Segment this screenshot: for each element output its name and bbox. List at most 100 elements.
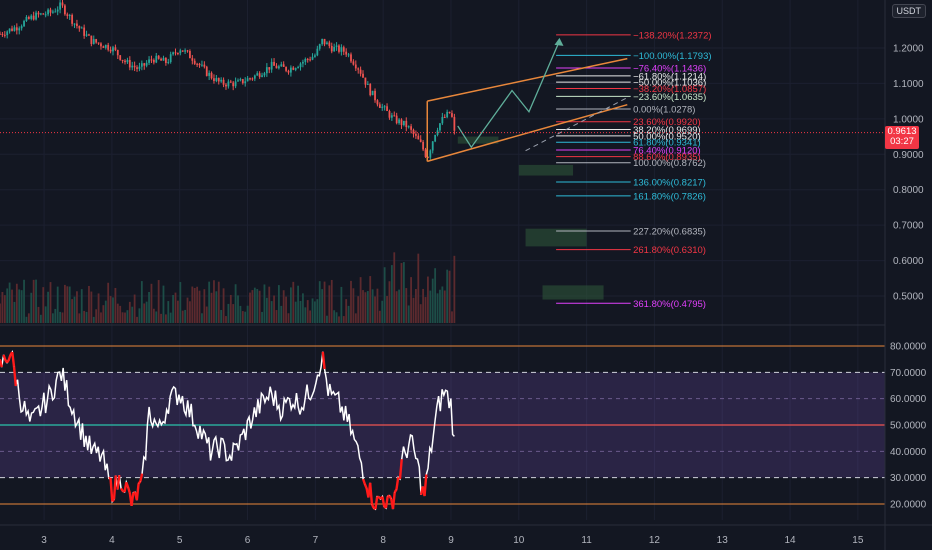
volume-bar [402, 262, 405, 323]
rsi-extreme-segment [321, 351, 326, 370]
volume-bar [181, 310, 184, 323]
time-tick-label: 7 [313, 535, 319, 546]
candle-body [23, 20, 25, 27]
candle-body [18, 28, 21, 31]
candle-body [326, 42, 328, 45]
rsi-extreme-segment [395, 477, 400, 490]
volume-bar [32, 279, 35, 323]
volume-bar [386, 296, 388, 323]
candle-body [251, 78, 254, 80]
candle-body [335, 45, 338, 47]
candle-body [352, 61, 355, 65]
fib-extension-levels[interactable]: −138.20%(1.2372) −100.00%(1.1793)−76.40%(… [556, 30, 712, 310]
candle-body [13, 27, 16, 31]
volume-bar [417, 253, 420, 323]
volume-bar [436, 293, 439, 323]
channel-lower-line [427, 103, 628, 163]
candle-body [213, 78, 215, 82]
volume-bar [23, 279, 25, 323]
trend-drawings[interactable] [0, 37, 885, 163]
candle-body [369, 83, 372, 96]
price-tick-label: 1.1000 [893, 79, 924, 90]
candle-body [179, 50, 182, 54]
candle-body [191, 58, 194, 61]
candle-body [73, 23, 76, 25]
volume-bar [297, 285, 300, 323]
volume-bar [227, 303, 230, 323]
candle-body [198, 63, 201, 66]
rsi-axis[interactable]: 80.0000 70.0000 60.0000 50.0000 40.0000 30.00… [890, 342, 927, 511]
volume-bar [150, 283, 153, 323]
candle-body [289, 67, 292, 73]
volume-bar [30, 292, 33, 323]
candle-body [30, 15, 33, 19]
candle-body [124, 60, 126, 63]
rsi-extreme-segment [2, 354, 7, 361]
candle-body [285, 66, 287, 71]
volume-bar [383, 267, 386, 323]
volume-bar [198, 290, 201, 323]
candle-body [37, 12, 40, 15]
volume-bar [186, 297, 189, 323]
volume-bar [306, 300, 309, 323]
candle-body [234, 81, 237, 87]
volume-bar [92, 316, 95, 323]
candle-body [451, 113, 453, 117]
candle-body [59, 2, 62, 10]
fib-label: −50.00%(1.1036) [633, 78, 706, 89]
projection-arrowhead [554, 37, 564, 46]
volume-bar [251, 290, 254, 323]
candle-body [273, 61, 275, 66]
candle-body [309, 59, 312, 61]
volume-bar [333, 310, 336, 323]
candle-body [229, 81, 232, 83]
candle-body [439, 123, 441, 131]
price-tick-label: 0.5000 [893, 292, 924, 303]
price-axis[interactable]: 1.2000 1.1000 1.0000 0.9000 0.8000 0.7000 0.60… [893, 44, 924, 303]
volume-bar [68, 286, 71, 323]
volume-bar [42, 287, 45, 323]
fib-label: 50.00%(0.9520) [633, 131, 701, 142]
candle-body [342, 47, 345, 52]
candle-body [104, 44, 107, 48]
candle-body [398, 119, 400, 124]
volume-bar [37, 306, 40, 323]
candle-body [203, 64, 206, 67]
volume-bar [347, 305, 350, 323]
volume-bar [66, 286, 69, 323]
fib-label: −76.40%(1.1436) [633, 63, 706, 74]
rsi-pane[interactable]: 80.0000 70.0000 60.0000 50.0000 40.0000 30.00… [0, 342, 927, 511]
volume-bar [253, 287, 256, 323]
volume-bar [201, 313, 203, 323]
candle-body [27, 17, 30, 19]
candle-body [184, 50, 187, 52]
candle-body [222, 79, 225, 85]
price-pane[interactable]: −138.20%(1.2372) −100.00%(1.1793)−76.40%(… [0, 0, 924, 520]
rsi-extreme-segment [11, 351, 16, 367]
candle-body [239, 79, 242, 81]
rsi-line [0, 349, 455, 511]
volume-bar [388, 281, 391, 323]
volume-bar [427, 276, 429, 323]
time-axis[interactable]: 3 4 5 6 7 8 9 10 11 12 13 14 15 [0, 524, 932, 550]
volume-bar [422, 288, 425, 323]
volume-bar [241, 311, 244, 323]
fib-label: −38.20%(1.0857) [633, 84, 706, 95]
volume-bar [309, 310, 312, 323]
rsi-extreme-segment [126, 486, 131, 494]
currency-badge[interactable]: USDT [891, 4, 926, 18]
candle-body [35, 12, 37, 20]
fib-label: −23.60%(1.0635) [633, 92, 706, 103]
volume-bar [136, 316, 138, 323]
candle-body [148, 59, 150, 63]
candle-body [90, 35, 93, 44]
candle-body [112, 47, 114, 52]
volume-bar [131, 306, 134, 323]
candle-body [136, 67, 138, 69]
volume-bar [1, 291, 4, 323]
rsi-extreme-segment [6, 359, 10, 364]
candle-body [215, 78, 218, 82]
volume-bar [292, 281, 295, 323]
candle-body [210, 72, 213, 79]
